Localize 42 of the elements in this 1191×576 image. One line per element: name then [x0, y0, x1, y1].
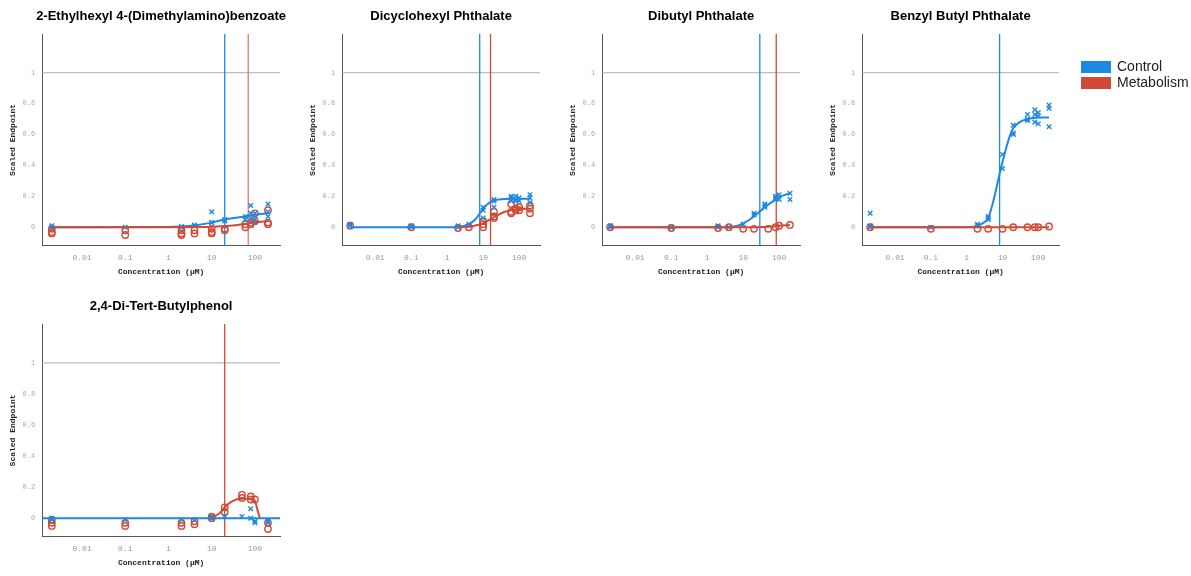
x-tick-label: 0.1 — [118, 252, 133, 262]
chart-title: Benzyl Butyl Phthalate — [890, 7, 1031, 23]
x-tick-label: 10 — [738, 252, 749, 262]
y-axis-title: Scaled Endpoint — [7, 394, 17, 467]
y-axis-title: Scaled Endpoint — [827, 103, 837, 176]
x-tick-label: 0.01 — [365, 252, 386, 262]
x-tick-label: 100 — [511, 252, 527, 262]
y-axis-title: Scaled Endpoint — [567, 103, 577, 176]
x-tick-label: 10 — [206, 252, 217, 262]
legend-label: Metabolism — [1117, 73, 1189, 90]
y-axis-title: Scaled Endpoint — [307, 103, 317, 176]
x-tick-label: 1 — [704, 252, 710, 262]
x-tick-label: 0.1 — [664, 252, 679, 262]
x-tick-label: 0.01 — [885, 252, 905, 262]
chart-title: 2,4-Di-Tert-Butylphenol — [89, 297, 233, 313]
x-tick-label: 1 — [166, 543, 172, 553]
chart-title: 2-Ethylhexyl 4-(Dimethylamino)benzoate — [36, 7, 287, 23]
x-tick-label: 1 — [964, 252, 970, 262]
x-tick-label: 1 — [444, 252, 450, 262]
x-tick-label: 0.01 — [72, 543, 92, 553]
x-axis-title: Concentration (µM) — [657, 267, 745, 277]
x-axis-title: Concentration (µM) — [117, 558, 205, 568]
x-tick-label: 0.01 — [625, 252, 646, 262]
x-axis-title: Concentration (µM) — [917, 267, 1004, 277]
x-tick-label: 0.1 — [923, 252, 939, 262]
chart-title: Dibutyl Phthalate — [648, 7, 755, 23]
x-tick-label: 100 — [247, 543, 263, 553]
x-tick-label: 100 — [247, 252, 263, 262]
x-tick-label: 10 — [997, 252, 1008, 262]
x-tick-label: 10 — [206, 543, 217, 553]
legend-label: Control — [1117, 57, 1163, 74]
chart-title: Dicyclohexyl Phthalate — [370, 7, 512, 23]
x-tick-label: 0.01 — [72, 252, 92, 262]
y-axis-title: Scaled Endpoint — [7, 103, 17, 176]
x-tick-label: 100 — [771, 252, 787, 262]
x-tick-label: 10 — [478, 252, 489, 262]
x-axis-title: Concentration (µM) — [117, 267, 205, 277]
x-tick-label: 100 — [1031, 252, 1046, 262]
x-tick-label: 0.1 — [404, 252, 419, 262]
x-tick-label: 1 — [166, 252, 172, 262]
x-tick-label: 0.1 — [118, 543, 133, 553]
x-axis-title: Concentration (µM) — [397, 267, 485, 277]
